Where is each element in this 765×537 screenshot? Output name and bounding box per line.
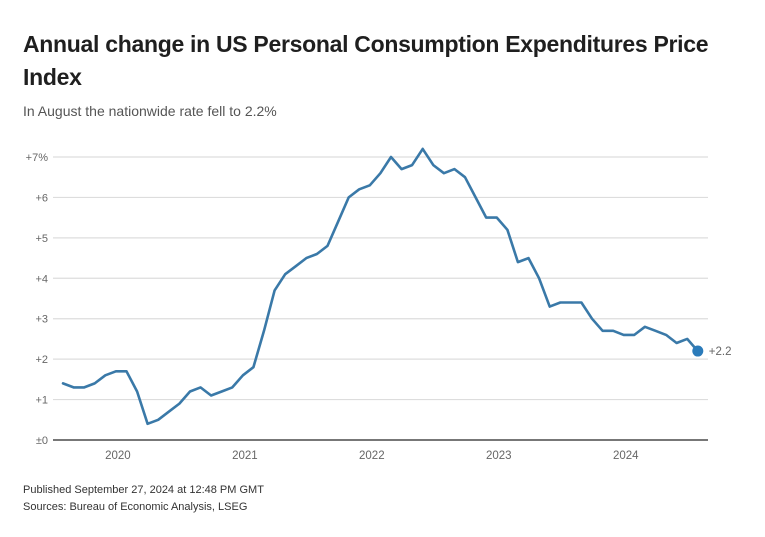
y-axis-ticks: ±0 +1 +2 +3 +4 +5 +6 +7% xyxy=(26,152,49,447)
y-tick-label: +2 xyxy=(35,354,48,366)
series-group xyxy=(61,147,700,426)
series-line xyxy=(61,147,700,426)
chart-title: Annual change in US Personal Consumption… xyxy=(23,31,709,90)
y-tick-label: +7% xyxy=(26,152,49,164)
x-axis-ticks: 2020 2021 2022 2023 2024 xyxy=(105,450,639,462)
x-tick-label: 2021 xyxy=(232,450,258,462)
y-tick-label: +4 xyxy=(35,273,48,285)
y-tick-label: ±0 xyxy=(36,435,48,447)
x-tick-label: 2022 xyxy=(359,450,385,462)
sources-note: Sources: Bureau of Economic Analysis, LS… xyxy=(23,501,248,513)
chart-subtitle: In August the nationwide rate fell to 2.… xyxy=(23,103,277,119)
gridlines xyxy=(53,156,708,441)
y-tick-label: +6 xyxy=(35,192,48,204)
endpoint-label: +2.2 xyxy=(709,346,732,358)
x-tick-label: 2024 xyxy=(613,450,639,462)
x-tick-label: 2023 xyxy=(486,450,512,462)
endpoint-marker xyxy=(692,345,704,357)
y-tick-label: +5 xyxy=(35,233,48,245)
y-tick-label: +3 xyxy=(35,314,48,326)
x-tick-label: 2020 xyxy=(105,450,131,462)
y-tick-label: +1 xyxy=(35,395,48,407)
annotations: +2.2 xyxy=(692,345,732,358)
published-note: Published September 27, 2024 at 12:48 PM… xyxy=(23,484,264,496)
